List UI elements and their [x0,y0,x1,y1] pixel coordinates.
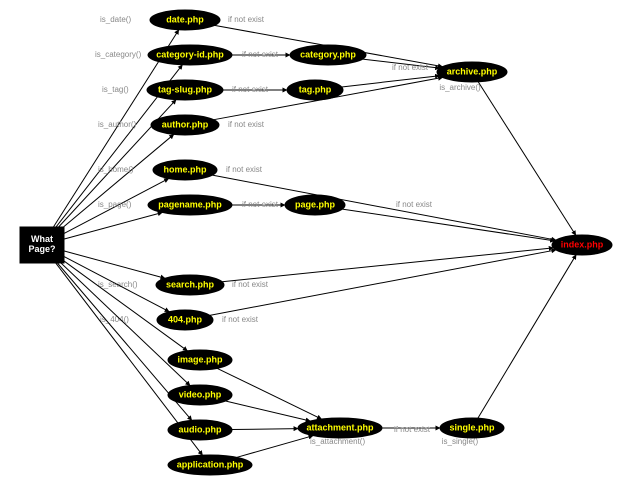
node-catid: category-id.php [148,45,232,65]
node-search: search.php [156,275,224,295]
node-label-p404: 404.php [168,314,203,324]
node-video: video.php [168,385,232,405]
node-label-audio: audio.php [179,424,222,434]
node-label-attachment: attachment.php [306,422,374,432]
edge-root-image [58,257,187,351]
edge-label-5: is_page() [98,200,132,209]
node-label-application: application.php [177,459,244,469]
node-tag: tag.php [287,80,343,100]
node-label-tagslug: tag-slug.php [158,84,212,94]
node-date: date.php [150,10,220,30]
node-label-date: date.php [166,14,204,24]
node-image: image.php [168,350,232,370]
node-label-index: index.php [561,239,604,249]
node-label-video: video.php [179,389,222,399]
edge-archive-index [478,82,576,235]
edge-label-15: if not exist [232,85,269,94]
nodes-layer: WhatPage? date.php category-id.php category… [20,10,612,475]
edge-label-12: if not exist [228,15,265,24]
node-author: author.php [151,115,219,135]
edge-page-index [342,209,554,241]
edge-label-28: if not exist [394,425,431,434]
edge-single-index [478,255,576,418]
edge-label-7: is_404() [100,315,129,324]
node-page: page.php [285,195,345,215]
edge-audio-attachment [232,429,298,430]
node-tagslug: tag-slug.php [147,80,223,100]
node-label-archive: archive.php [447,66,498,76]
edge-label-0: is_date() [100,15,131,24]
node-home: home.php [153,160,217,180]
edge-label-3: is_author() [98,120,137,129]
edge-label-17: if not exist [228,120,265,129]
node-label-tag: tag.php [299,84,332,94]
node-root: WhatPage? [20,227,64,263]
node-label-root: WhatPage? [28,234,55,254]
template-hierarchy-diagram: is_date() is_category() is_tag() is_author(… [0,0,628,500]
edge-label-21: if not exist [396,200,433,209]
node-label-pagename: pagename.php [158,199,222,209]
edge-label-1: is_category() [95,50,142,59]
node-label-page: page.php [295,199,336,209]
node-category: category.php [290,45,366,65]
edge-application-attachment [237,436,313,458]
node-label-single: single.php [450,422,496,432]
edge-label-22: if not exist [232,280,269,289]
node-application: application.php [168,455,252,475]
edge-label-20: if not exist [242,200,279,209]
node-audio: audio.php [168,420,232,440]
node-single: single.php [440,418,504,438]
node-label-search: search.php [166,279,215,289]
node-archive: archive.php [437,62,507,82]
edge-video-attachment [226,401,311,421]
node-label-home: home.php [164,164,207,174]
node-pagename: pagename.php [148,195,232,215]
node-attachment: attachment.php [298,418,382,438]
node-label-category: category.php [300,49,356,59]
edge-label-2: is_tag() [102,85,129,94]
edge-label-13: if not exist [242,50,279,59]
edge-root-p404 [61,255,170,312]
node-p404: 404.php [157,310,213,330]
node-label-author: author.php [162,119,209,129]
edge-label-19: if not exist [226,165,263,174]
edge-label-14: if not exist [392,63,429,72]
edge-root-author [57,134,173,232]
edge-label-18: is_archive() [439,83,481,92]
node-index: index.php [552,235,612,255]
edge-search-index [222,248,553,282]
edge-label-4: is_home() [98,165,134,174]
node-label-catid: category-id.php [156,49,224,59]
edge-tag-archive [342,76,440,87]
node-label-image: image.php [177,354,223,364]
edge-label-23: if not exist [222,315,259,324]
